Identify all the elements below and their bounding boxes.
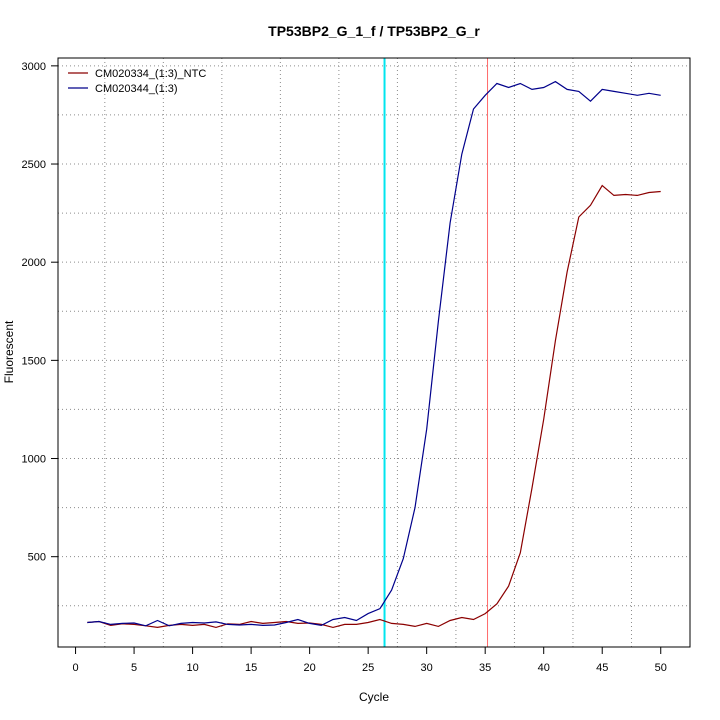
threshold-lines (383, 58, 489, 647)
series-line-1 (87, 184, 661, 629)
x-tick-label: 45 (596, 662, 608, 674)
y-tick-label: 2500 (22, 159, 46, 171)
x-tick-label: 30 (421, 662, 433, 674)
x-tick-label: 10 (186, 662, 198, 674)
y-axis: 500 1000 1500 2000 2500 3000 (22, 61, 59, 564)
x-tick-label: 40 (538, 662, 550, 674)
x-axis-label: Cycle (359, 690, 389, 704)
y-tick-label: 500 (28, 552, 46, 564)
y-tick-label: 2000 (22, 257, 46, 269)
x-tick-label: 20 (304, 662, 316, 674)
x-tick-label: 50 (655, 662, 667, 674)
series-line-2 (87, 80, 661, 627)
y-tick-label: 3000 (22, 61, 46, 73)
x-axis: 0 5 10 15 20 25 30 35 40 45 50 (72, 646, 667, 674)
x-tick-label: 15 (245, 662, 257, 674)
legend-label-1: CM020334_(1:3)_NTC (95, 68, 206, 80)
x-tick-label: 25 (362, 662, 374, 674)
y-tick-label: 1500 (22, 355, 46, 367)
grid-lines (58, 58, 690, 647)
y-axis-label: Fluorescent (2, 320, 16, 383)
legend-label-2: CM020344_(1:3) (95, 83, 178, 95)
x-tick-label: 5 (131, 662, 137, 674)
series-lines (87, 80, 661, 629)
chart-title: TP53BP2_G_1_f / TP53BP2_G_r (268, 23, 480, 39)
y-tick-label: 1000 (22, 454, 46, 466)
x-tick-label: 0 (72, 662, 78, 674)
legend: CM020334_(1:3)_NTC CM020344_(1:3) (68, 68, 206, 95)
x-tick-label: 35 (479, 662, 491, 674)
